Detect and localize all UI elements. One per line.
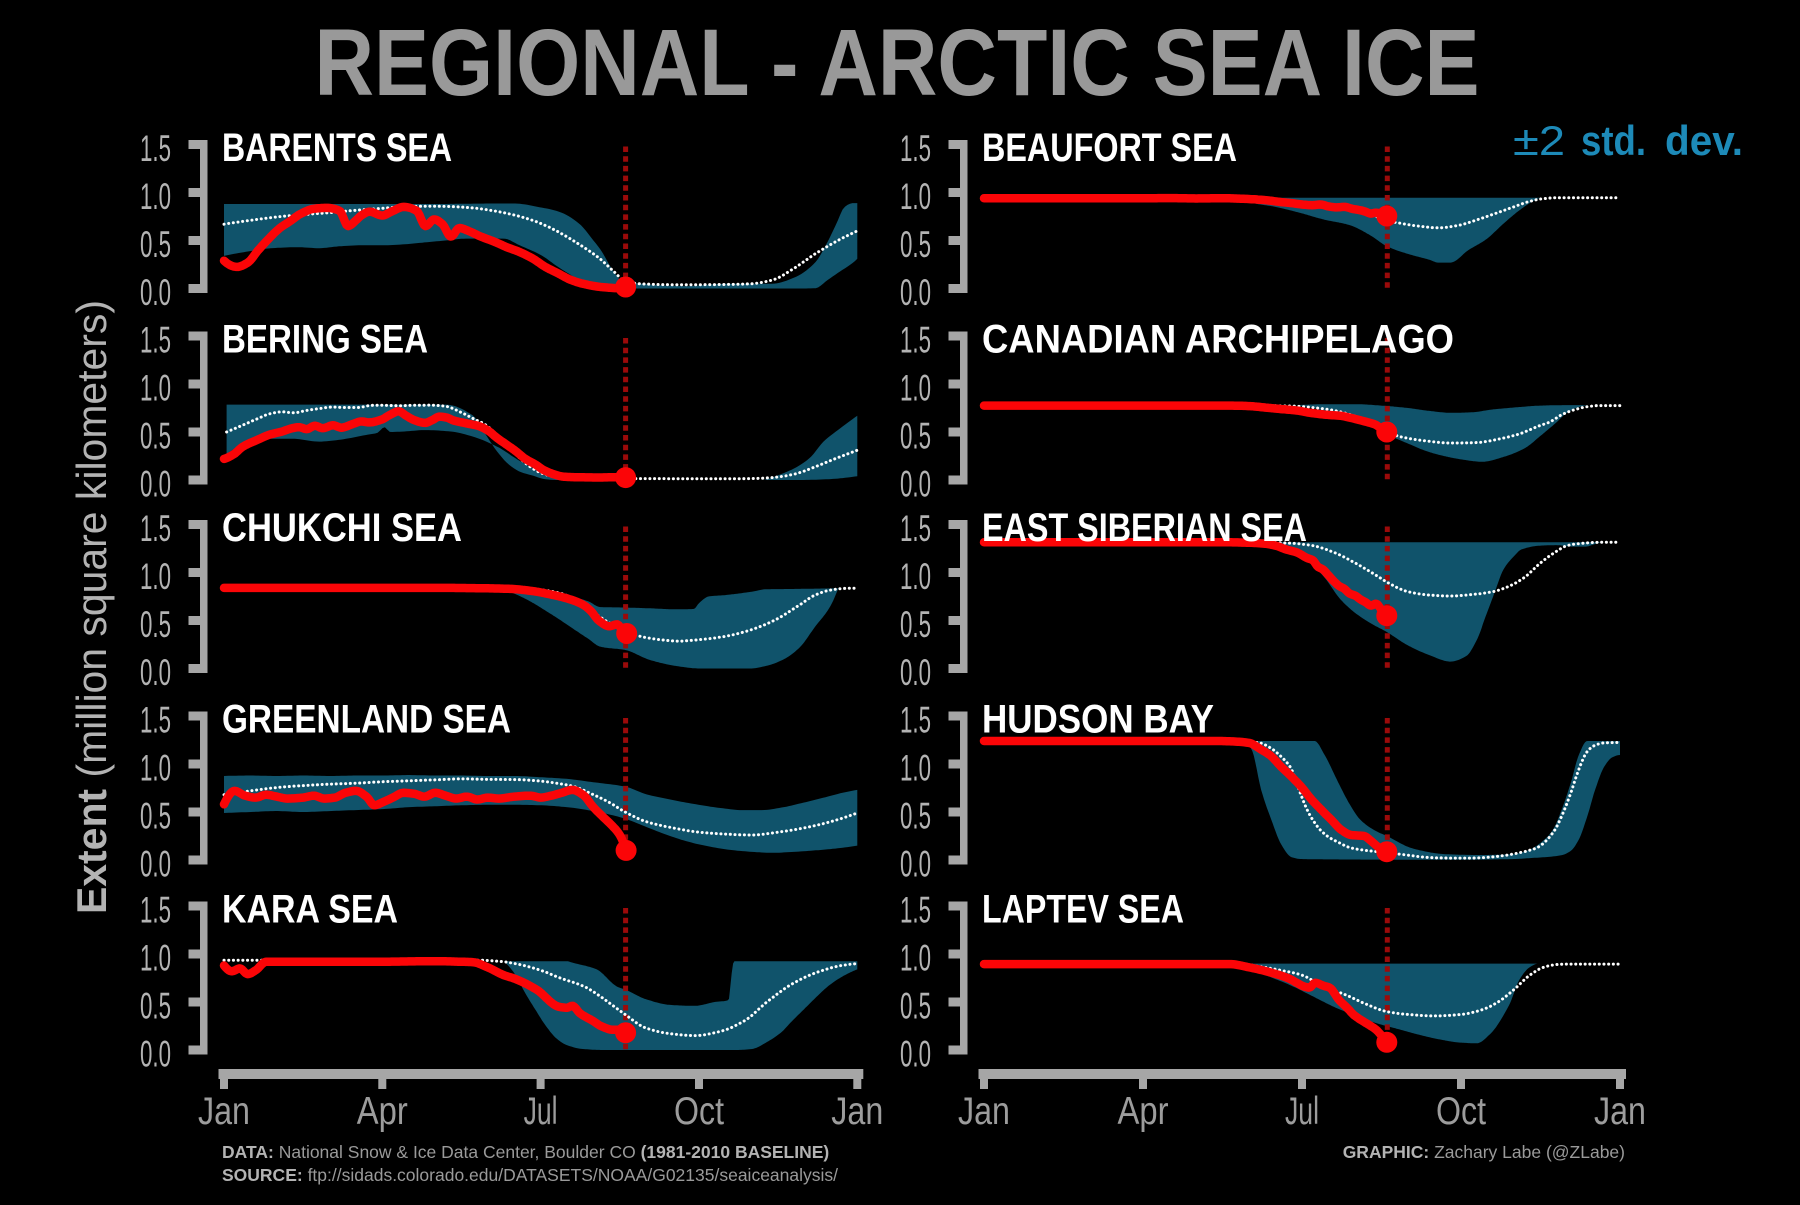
- svg-text:Jan: Jan: [1594, 1090, 1646, 1133]
- svg-text:1.5: 1.5: [900, 700, 931, 741]
- svg-text:std.: std.: [1581, 117, 1646, 164]
- svg-text:Oct: Oct: [1436, 1090, 1486, 1133]
- svg-text:0.5: 0.5: [140, 796, 171, 837]
- svg-text:0.0: 0.0: [140, 272, 171, 313]
- svg-text:1.5: 1.5: [900, 890, 931, 931]
- svg-text:0.5: 0.5: [900, 604, 931, 645]
- svg-text:0.5: 0.5: [140, 986, 171, 1027]
- svg-text:SOURCE: ftp://sidads.colorado.: SOURCE: ftp://sidads.colorado.edu/DATASE…: [222, 1165, 838, 1185]
- svg-text:0.5: 0.5: [900, 796, 931, 837]
- svg-text:1.5: 1.5: [140, 128, 171, 169]
- svg-text:1.5: 1.5: [900, 320, 931, 361]
- svg-text:0.0: 0.0: [900, 272, 931, 313]
- svg-text:0.0: 0.0: [900, 652, 931, 693]
- svg-text:1.0: 1.0: [900, 176, 931, 217]
- svg-text:0.0: 0.0: [140, 652, 171, 693]
- svg-text:0.5: 0.5: [900, 416, 931, 457]
- svg-text:KARA SEA: KARA SEA: [222, 888, 398, 932]
- svg-text:1.0: 1.0: [900, 368, 931, 409]
- svg-text:0.5: 0.5: [140, 224, 171, 265]
- svg-text:BERING SEA: BERING SEA: [222, 318, 428, 362]
- svg-text:1.0: 1.0: [900, 938, 931, 979]
- svg-text:Apr: Apr: [1118, 1090, 1169, 1133]
- svg-text:Jan: Jan: [958, 1090, 1010, 1133]
- svg-text:1.0: 1.0: [140, 938, 171, 979]
- svg-text:±2: ±2: [1513, 117, 1565, 164]
- svg-text:1.0: 1.0: [140, 176, 171, 217]
- svg-text:1.5: 1.5: [140, 320, 171, 361]
- svg-text:GREENLAND SEA: GREENLAND SEA: [222, 698, 511, 742]
- svg-text:0.5: 0.5: [140, 416, 171, 457]
- svg-text:EAST SIBERIAN SEA: EAST SIBERIAN SEA: [982, 506, 1307, 550]
- svg-text:Jul: Jul: [524, 1090, 558, 1133]
- svg-text:1.0: 1.0: [900, 556, 931, 597]
- svg-text:1.0: 1.0: [140, 556, 171, 597]
- svg-text:1.5: 1.5: [900, 508, 931, 549]
- svg-text:BARENTS SEA: BARENTS SEA: [222, 126, 452, 170]
- svg-text:1.5: 1.5: [900, 128, 931, 169]
- svg-text:0.0: 0.0: [900, 844, 931, 885]
- svg-text:0.5: 0.5: [900, 986, 931, 1027]
- svg-text:0.0: 0.0: [900, 1034, 931, 1075]
- svg-text:GRAPHIC: Zachary Labe (@ZLabe): GRAPHIC: Zachary Labe (@ZLabe): [1343, 1142, 1625, 1162]
- svg-text:Oct: Oct: [674, 1090, 724, 1133]
- svg-text:1.5: 1.5: [140, 700, 171, 741]
- svg-text:Jan: Jan: [198, 1090, 250, 1133]
- svg-text:LAPTEV SEA: LAPTEV SEA: [982, 888, 1184, 932]
- svg-text:1.0: 1.0: [900, 748, 931, 789]
- svg-text:0.0: 0.0: [140, 844, 171, 885]
- svg-text:0.5: 0.5: [900, 224, 931, 265]
- svg-text:BEAUFORT SEA: BEAUFORT SEA: [982, 126, 1237, 170]
- svg-text:Extent (million square kilomet: Extent (million square kilometers): [68, 300, 115, 914]
- svg-text:REGIONAL - ARCTIC SEA ICE: REGIONAL - ARCTIC SEA ICE: [315, 10, 1480, 116]
- svg-text:Apr: Apr: [357, 1090, 408, 1133]
- svg-text:Jan: Jan: [831, 1090, 883, 1133]
- svg-text:0.0: 0.0: [900, 464, 931, 505]
- svg-text:0.0: 0.0: [140, 1034, 171, 1075]
- svg-text:0.5: 0.5: [140, 604, 171, 645]
- svg-text:DATA: National Snow & Ice Data: DATA: National Snow & Ice Data Center, B…: [222, 1142, 829, 1162]
- svg-text:HUDSON BAY: HUDSON BAY: [982, 698, 1214, 742]
- svg-text:1.5: 1.5: [140, 890, 171, 931]
- svg-text:CANADIAN ARCHIPELAGO: CANADIAN ARCHIPELAGO: [982, 318, 1454, 362]
- svg-text:1.5: 1.5: [140, 508, 171, 549]
- svg-text:dev.: dev.: [1665, 117, 1743, 164]
- svg-text:1.0: 1.0: [140, 748, 171, 789]
- svg-text:1.0: 1.0: [140, 368, 171, 409]
- svg-text:0.0: 0.0: [140, 464, 171, 505]
- svg-text:CHUKCHI SEA: CHUKCHI SEA: [222, 506, 462, 550]
- svg-text:Jul: Jul: [1285, 1090, 1319, 1133]
